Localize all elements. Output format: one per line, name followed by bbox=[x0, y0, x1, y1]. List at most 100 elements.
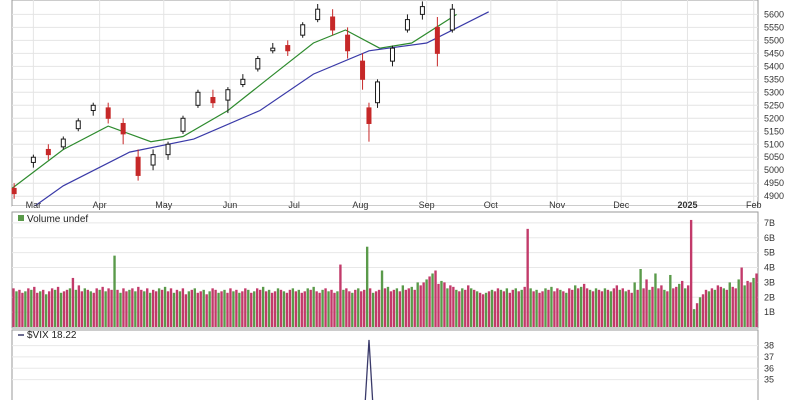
volume-bar bbox=[627, 289, 630, 327]
volume-bar bbox=[514, 288, 517, 327]
volume-bar bbox=[380, 270, 384, 327]
volume-bar bbox=[125, 291, 128, 327]
volume-bar bbox=[630, 292, 633, 327]
volume-bar bbox=[654, 273, 657, 327]
volume-bar bbox=[357, 288, 360, 327]
candle-body bbox=[360, 60, 366, 80]
candlesticks bbox=[11, 1, 455, 199]
price-y-tick-label: 5500 bbox=[764, 35, 784, 45]
volume-bar bbox=[461, 288, 464, 327]
volume-bar bbox=[47, 291, 51, 327]
volume-bar bbox=[270, 292, 274, 327]
volume-bar bbox=[562, 291, 565, 327]
volume-bar bbox=[571, 289, 574, 327]
volume-bar bbox=[371, 292, 375, 327]
volume-bar bbox=[478, 292, 482, 327]
volume-bar bbox=[140, 289, 143, 327]
volume-bar bbox=[42, 289, 45, 327]
moving-average-short-line bbox=[11, 13, 457, 189]
volume-bar bbox=[404, 289, 407, 327]
volume-bar bbox=[226, 292, 229, 327]
volume-bar bbox=[431, 273, 434, 327]
volume-bar bbox=[62, 291, 66, 327]
candle-body bbox=[195, 91, 201, 106]
volume-bar bbox=[743, 285, 746, 327]
volume-bar bbox=[288, 289, 292, 327]
volume-bar bbox=[122, 288, 125, 327]
volume-bar bbox=[550, 286, 553, 327]
candle-body bbox=[419, 6, 425, 15]
candle-body bbox=[330, 16, 336, 31]
volume-bar bbox=[464, 289, 467, 327]
volume-bar bbox=[223, 289, 226, 327]
x-tick-label: Jul bbox=[288, 200, 300, 210]
volume-bar bbox=[502, 291, 506, 327]
volume-bar bbox=[360, 291, 363, 327]
volume-bar bbox=[12, 288, 15, 327]
candle-body bbox=[45, 148, 51, 156]
x-tick-label: Aug bbox=[352, 200, 368, 210]
x-tick-label: Feb bbox=[746, 200, 762, 210]
volume-bar bbox=[193, 288, 196, 327]
volume-bar bbox=[446, 288, 449, 327]
volume-bar bbox=[740, 267, 743, 327]
volume-bar bbox=[716, 285, 720, 327]
candle-body bbox=[404, 19, 410, 31]
volume-bar bbox=[116, 289, 119, 327]
volume-bar bbox=[149, 292, 152, 327]
volume-bar bbox=[568, 288, 571, 327]
volume-bar bbox=[77, 285, 81, 327]
volume-bar bbox=[128, 289, 131, 327]
volume-bar bbox=[401, 285, 405, 327]
volume-bar bbox=[92, 292, 95, 327]
volume-bar bbox=[267, 289, 271, 327]
candle-body bbox=[375, 81, 381, 104]
volume-bar bbox=[172, 292, 176, 327]
volume-bar bbox=[65, 289, 69, 327]
volume-bar bbox=[71, 277, 75, 327]
vix-y-tick-label: 38 bbox=[764, 341, 774, 351]
vix-line bbox=[364, 339, 374, 400]
volume-bar bbox=[107, 288, 110, 327]
volume-bar bbox=[642, 288, 645, 327]
volume-bar bbox=[169, 288, 173, 327]
volume-bar bbox=[686, 285, 690, 327]
volume-y-tick-label: 3B bbox=[764, 277, 775, 287]
price-y-tick-label: 5350 bbox=[764, 74, 784, 84]
volume-bar bbox=[609, 291, 613, 327]
volume-bar bbox=[529, 288, 532, 327]
volume-bar bbox=[345, 288, 348, 327]
volume-bar bbox=[645, 279, 648, 327]
volume-bar bbox=[440, 280, 443, 327]
volume-bar bbox=[490, 289, 494, 327]
volume-bar bbox=[163, 286, 167, 327]
volume-bar bbox=[327, 291, 330, 327]
x-tick-label: Nov bbox=[549, 200, 566, 210]
volume-bar bbox=[475, 291, 479, 327]
volume-bar bbox=[455, 289, 458, 327]
volume-title: Volume undef bbox=[27, 214, 88, 225]
volume-bar bbox=[526, 228, 529, 327]
volume-y-tick-label: 1B bbox=[764, 307, 775, 317]
volume-bar bbox=[675, 286, 678, 327]
volume-bar bbox=[110, 289, 113, 327]
x-tick-label: May bbox=[155, 200, 173, 210]
volume-bar bbox=[50, 288, 54, 327]
moving-averages bbox=[11, 11, 489, 223]
volume-bar bbox=[27, 288, 30, 327]
volume-bar bbox=[487, 291, 491, 327]
volume-bar bbox=[725, 289, 728, 327]
volume-bar bbox=[160, 289, 164, 327]
volume-bar bbox=[434, 270, 437, 327]
volume-legend-swatch bbox=[18, 215, 24, 221]
volume-bar bbox=[348, 291, 351, 327]
volume-bar bbox=[312, 286, 315, 327]
volume-bar bbox=[315, 291, 318, 327]
volume-bar bbox=[229, 288, 232, 327]
volume-bar bbox=[695, 303, 699, 327]
volume-bar bbox=[365, 246, 369, 327]
volume-bar bbox=[273, 291, 277, 327]
volume-bars bbox=[12, 219, 758, 327]
volume-bar bbox=[181, 288, 185, 327]
volume-bar bbox=[184, 294, 188, 327]
